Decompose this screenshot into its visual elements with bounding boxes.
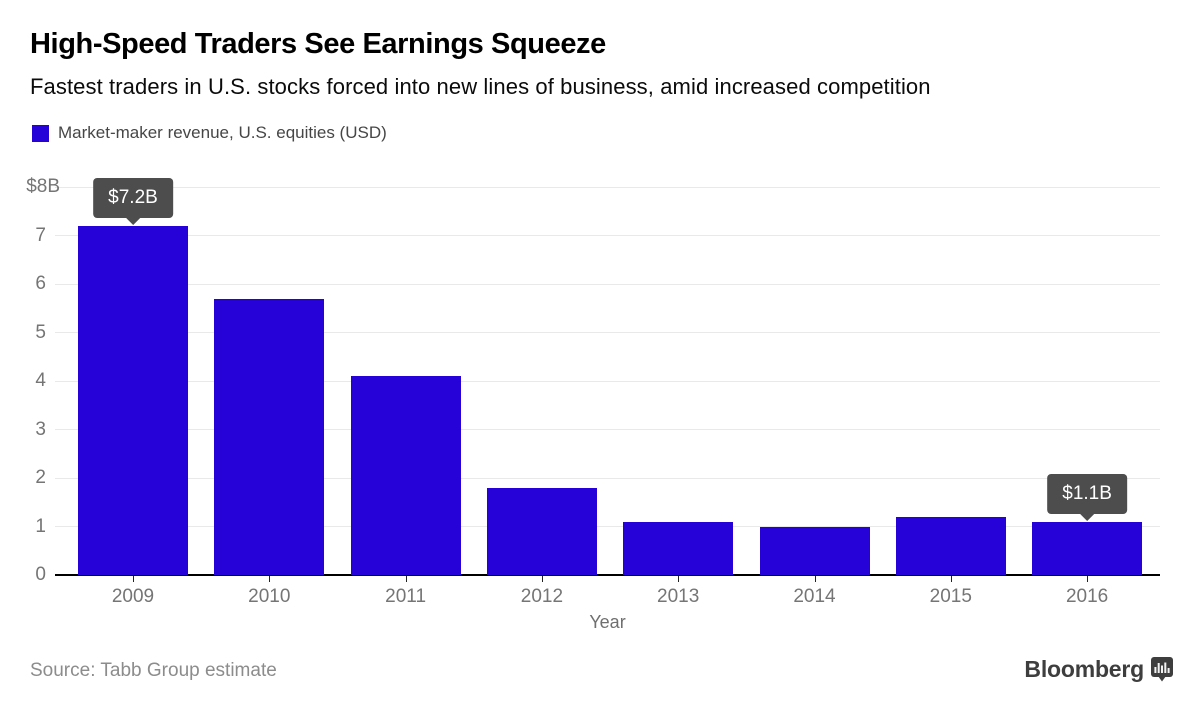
x-axis-tick (133, 576, 134, 582)
bar-2009[interactable] (78, 225, 188, 575)
y-tick-label: 0 (35, 564, 46, 585)
bloomberg-chart-badge-icon (1151, 657, 1173, 682)
y-tick-label: 1 (35, 515, 46, 537)
x-tick-label-2010: 2010 (248, 586, 291, 607)
x-axis-line (55, 574, 1160, 576)
page-title: High-Speed Traders See Earnings Squeeze (30, 28, 606, 60)
bar-2014[interactable] (759, 526, 870, 575)
y-tick-label: $8B (26, 176, 60, 197)
gridline (55, 186, 1160, 188)
x-tick-label-2015: 2015 (929, 586, 972, 607)
x-axis-tick (814, 576, 816, 582)
x-tick-label-2014: 2014 (793, 586, 836, 607)
value-callout-2009: $7.2B (93, 177, 173, 225)
bloomberg-wordmark: Bloomberg (1024, 656, 1144, 682)
x-axis-tick (541, 576, 543, 582)
x-tick-label-2009: 2009 (111, 586, 155, 607)
source-note: Source: Tabb Group estimate (30, 660, 277, 681)
y-tick-label: 5 (35, 321, 46, 343)
x-tick-label-2016: 2016 (1065, 586, 1109, 607)
y-tick-label: 6 (35, 273, 46, 294)
gridline (55, 283, 1160, 285)
x-axis-tick (678, 576, 680, 582)
gridline (55, 332, 1160, 333)
y-tick-label: 4 (35, 370, 46, 391)
legend-swatch (32, 124, 49, 142)
legend-label: Market-maker revenue, U.S. equities (USD… (58, 123, 387, 142)
x-tick-label-2011: 2011 (385, 586, 427, 607)
bar-2011[interactable] (350, 376, 461, 575)
callout-pointer (1080, 513, 1095, 521)
bloomberg-logo: Bloomberg (1024, 656, 1173, 683)
bar-2012[interactable] (486, 487, 597, 575)
gridline (55, 429, 1160, 430)
x-tick-label-2013: 2013 (657, 586, 700, 607)
x-axis-title: Year (589, 612, 626, 632)
x-tick-label-2012: 2012 (520, 586, 564, 607)
gridline (55, 380, 1160, 382)
x-axis-tick (1087, 576, 1089, 582)
gridline (55, 526, 1160, 527)
y-tick-label: 3 (35, 418, 46, 440)
bar-2010[interactable] (214, 298, 325, 575)
gridline (55, 477, 1160, 479)
y-tick-label: 2 (35, 467, 46, 488)
x-axis-tick (950, 576, 952, 582)
callout-pointer (126, 217, 140, 225)
page-subtitle: Fastest traders in U.S. stocks forced in… (30, 74, 931, 99)
x-axis-tick (405, 576, 407, 582)
bar-2015[interactable] (895, 516, 1006, 575)
bar-2016[interactable] (1032, 521, 1143, 575)
value-callout-2016: $1.1B (1047, 473, 1127, 521)
bar-2013[interactable] (623, 521, 734, 575)
x-axis-tick (269, 576, 271, 582)
gridline (55, 235, 1160, 236)
legend: Market-maker revenue, U.S. equities (USD… (32, 123, 387, 143)
y-tick-label: 7 (35, 224, 46, 246)
